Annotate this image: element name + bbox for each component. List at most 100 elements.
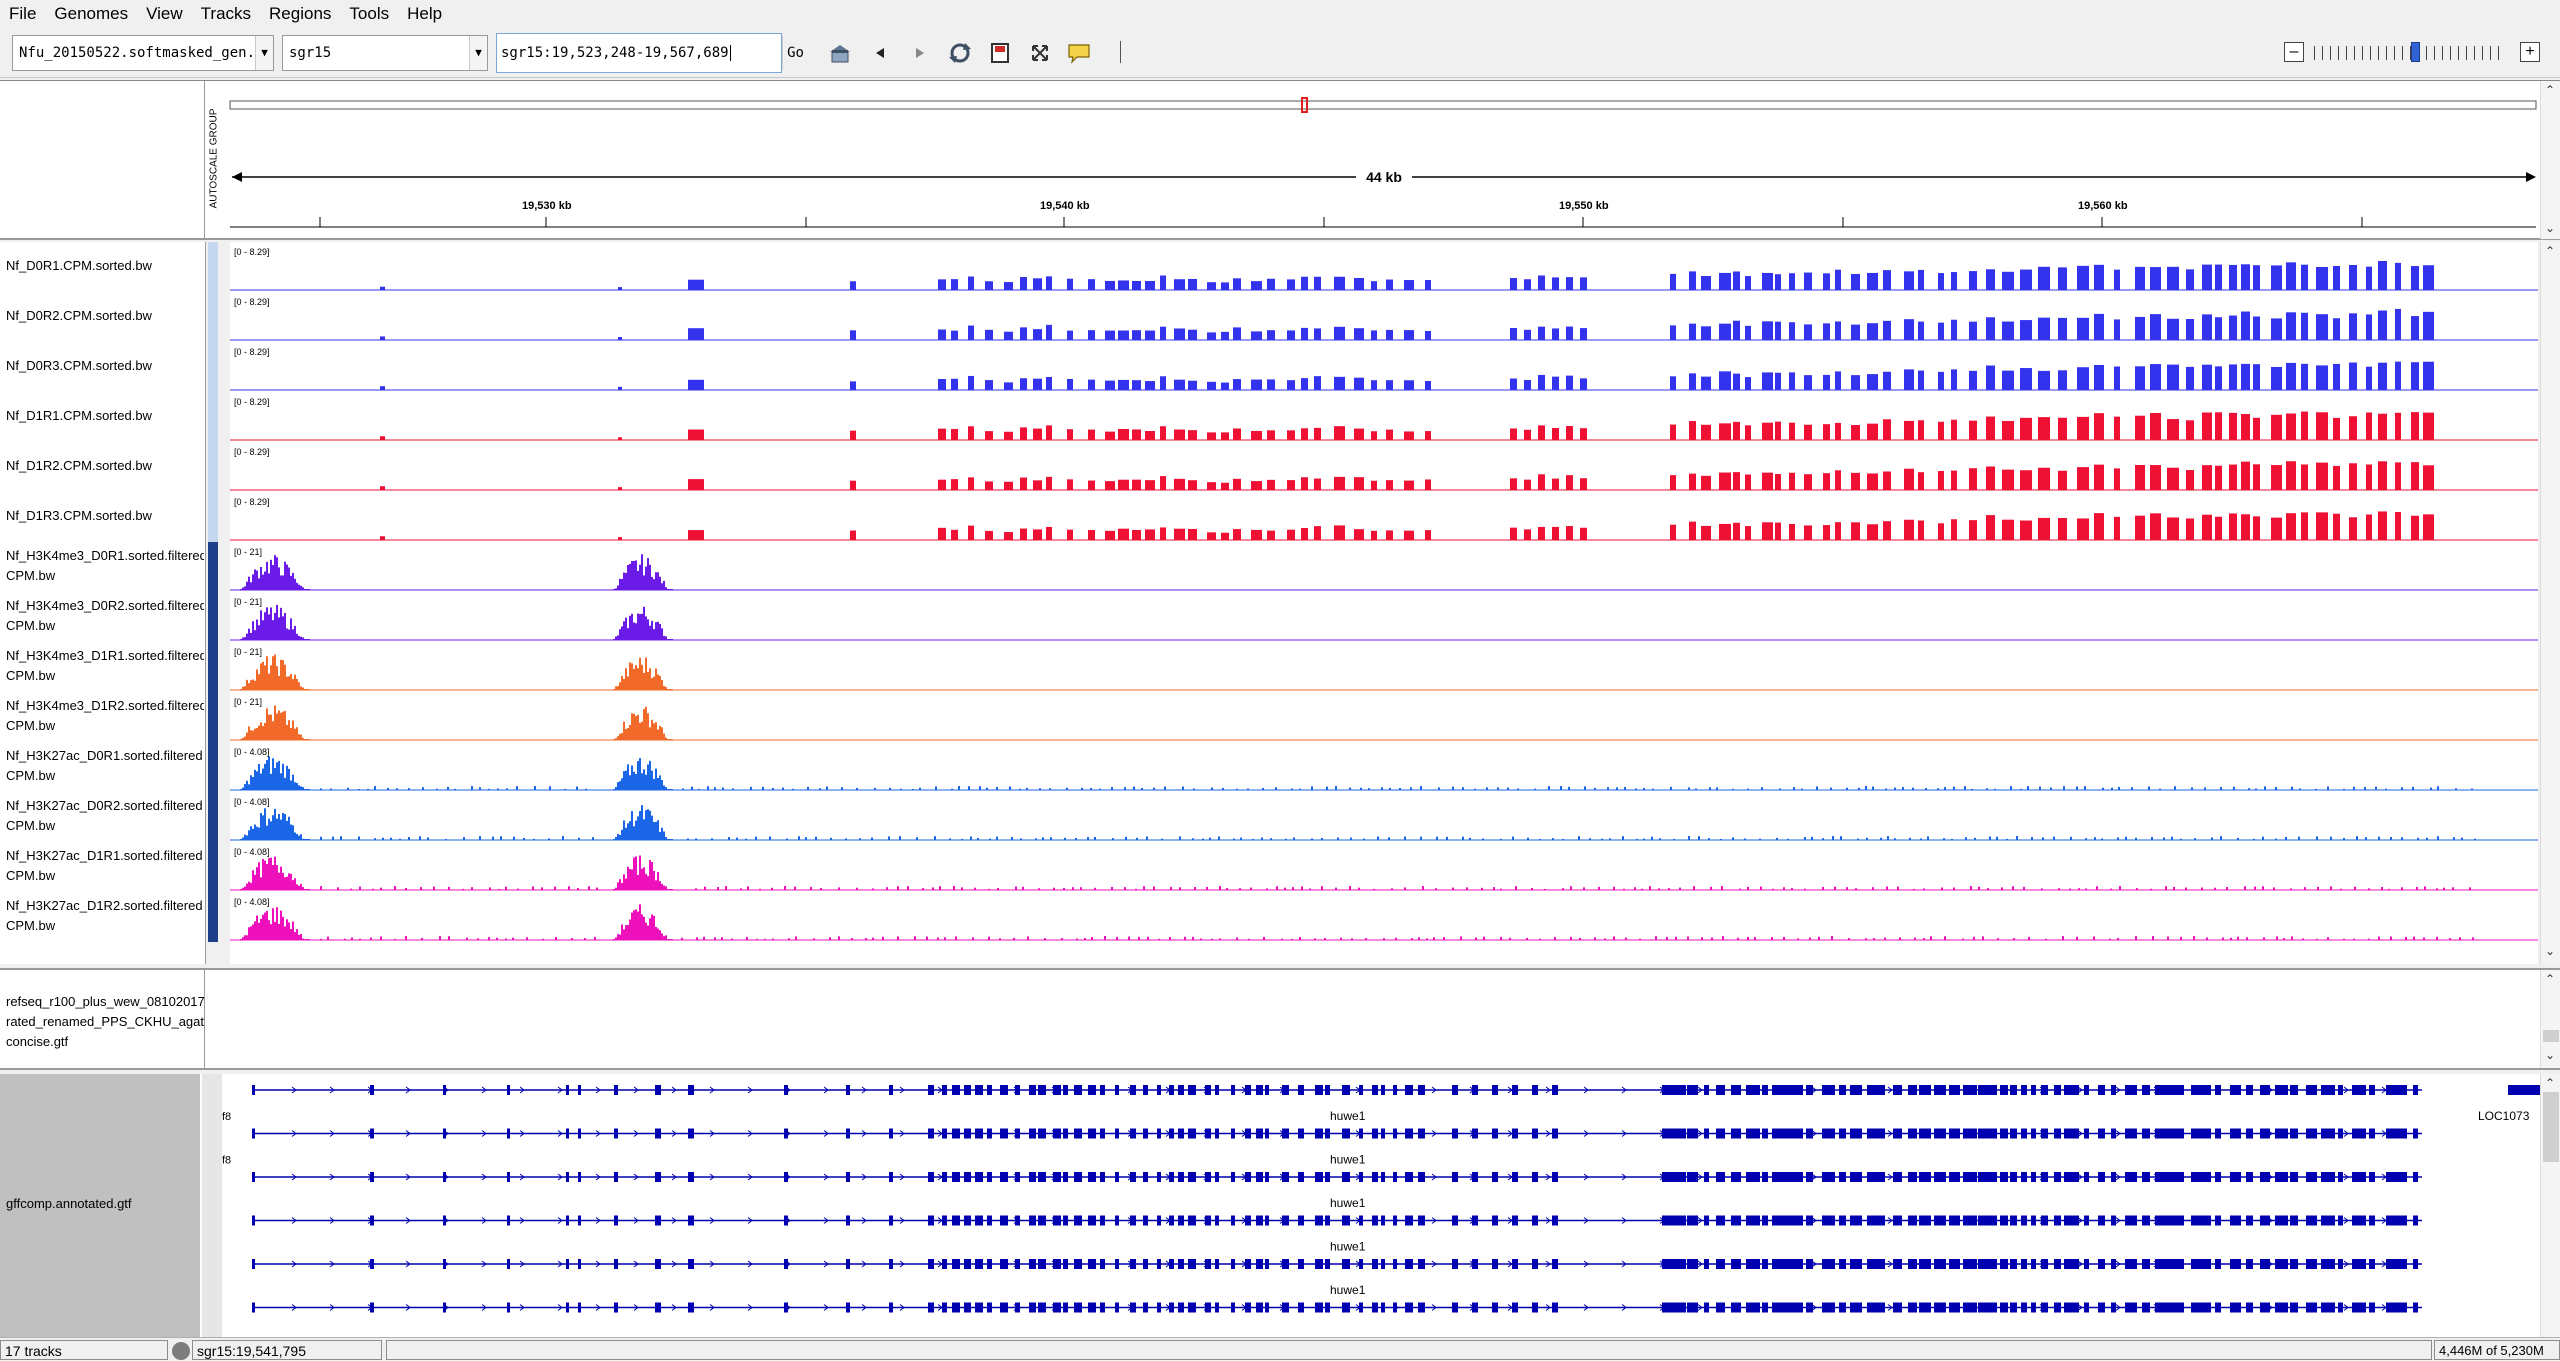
gene-track-name[interactable]: gffcomp.annotated.gtf xyxy=(6,1196,132,1211)
menu-tools[interactable]: Tools xyxy=(349,4,390,23)
track-attribute-cell[interactable] xyxy=(208,642,218,692)
track-name[interactable]: Nf_D1R1.CPM.sorted.bw xyxy=(6,408,152,423)
refresh-icon[interactable] xyxy=(947,40,973,66)
ruler-scrollbar[interactable]: ⌃ ⌄ xyxy=(2540,81,2560,239)
signal-track[interactable] xyxy=(230,260,2538,291)
gene-panel[interactable]: gffcomp.annotated.gtf huwe1 f8 huwe1 f8 huwe… xyxy=(0,1074,2560,1337)
signal-track[interactable] xyxy=(230,604,2538,641)
forward-arrow-icon[interactable] xyxy=(907,40,933,66)
track-attribute-cell[interactable] xyxy=(208,342,218,392)
gene-model[interactable]: huwe1 xyxy=(252,1172,2422,1210)
signal-bar xyxy=(2058,517,2067,540)
track-name[interactable]: Nf_H3K4me3_D0R2.sorted.filtered CPM.bw xyxy=(6,598,204,633)
menu-view[interactable]: View xyxy=(146,4,183,23)
signal-track[interactable] xyxy=(230,411,2538,441)
menu-genomes[interactable]: Genomes xyxy=(54,4,129,23)
gene-model[interactable]: huwe1 xyxy=(252,1259,2422,1297)
data-panel-scrollbar[interactable]: ⌃ ⌄ xyxy=(2540,242,2560,964)
feature-track-name[interactable]: refseq_r100_plus_wew_08102017 rated_rena… xyxy=(6,994,204,1049)
track-attribute-cell[interactable] xyxy=(208,392,218,442)
feature-panel[interactable]: refseq_r100_plus_wew_08102017 rated_rena… xyxy=(0,968,2560,1070)
track-attribute-cell[interactable] xyxy=(208,892,218,942)
zoom-widget[interactable]: – + xyxy=(2284,42,2544,64)
track-name[interactable]: Nf_D0R2.CPM.sorted.bw xyxy=(6,308,152,323)
signal-bar xyxy=(1927,836,1929,840)
genome-dropdown[interactable]: Nfu_20150522.softmasked_gen.. ▼ xyxy=(12,35,274,71)
menu-help[interactable]: Help xyxy=(407,4,443,23)
feature-scrollbar[interactable]: ⌃ ⌄ xyxy=(2540,970,2560,1068)
gene-model[interactable] xyxy=(252,1302,2422,1313)
chromosome-dropdown[interactable]: sgr15 ▼ xyxy=(282,35,488,71)
track-attribute-cell[interactable] xyxy=(208,242,218,292)
signal-bar xyxy=(1314,376,1321,390)
scroll-up-icon[interactable]: ⌃ xyxy=(2545,83,2556,97)
menu-tracks[interactable]: Tracks xyxy=(200,4,252,23)
gene-exon xyxy=(1265,1172,1269,1182)
zoom-out-button[interactable]: – xyxy=(2284,42,2304,62)
scroll-thumb[interactable] xyxy=(2543,1092,2559,1162)
go-button[interactable]: Go xyxy=(782,36,808,70)
track-attribute-cell[interactable] xyxy=(208,542,218,592)
chromosome-ideogram[interactable] xyxy=(229,100,2537,110)
zoom-slider-knob[interactable] xyxy=(2411,42,2420,62)
track-name[interactable]: Nf_D0R3.CPM.sorted.bw xyxy=(6,358,152,373)
signal-track[interactable] xyxy=(230,805,2538,841)
signal-track[interactable] xyxy=(230,461,2538,491)
track-name[interactable]: Nf_H3K4me3_D1R1.sorted.filtered CPM.bw xyxy=(6,648,204,683)
signal-bar xyxy=(651,576,653,590)
menu-regions[interactable]: Regions xyxy=(269,4,332,23)
signal-track[interactable] xyxy=(230,705,2538,741)
track-attribute-cell[interactable] xyxy=(208,792,218,842)
scroll-down-icon[interactable]: ⌄ xyxy=(2545,944,2556,958)
signal-track[interactable] xyxy=(230,855,2538,891)
zoom-in-button[interactable]: + xyxy=(2520,42,2540,62)
signal-track[interactable] xyxy=(230,654,2538,691)
track-attribute-cell[interactable] xyxy=(208,742,218,792)
scroll-up-icon[interactable]: ⌃ xyxy=(2545,1076,2556,1090)
track-name[interactable]: Nf_D1R3.CPM.sorted.bw xyxy=(6,508,152,523)
scroll-thumb[interactable] xyxy=(2543,1030,2559,1042)
track-name[interactable]: Nf_H3K27ac_D0R1.sorted.filtered CPM.bw xyxy=(6,748,203,783)
back-arrow-icon[interactable] xyxy=(867,40,893,66)
track-name[interactable]: Nf_H3K4me3_D0R1.sorted.filtered CPM.bw xyxy=(6,548,204,583)
signal-track[interactable] xyxy=(230,554,2538,591)
locus-search-input[interactable]: sgr15:19,523,248-19,567,689 xyxy=(496,33,782,73)
home-icon[interactable] xyxy=(827,40,853,66)
scroll-up-icon[interactable]: ⌃ xyxy=(2545,972,2556,986)
scroll-down-icon[interactable]: ⌄ xyxy=(2545,1048,2556,1062)
track-name[interactable]: Nf_H3K4me3_D1R2.sorted.filtered CPM.bw xyxy=(6,698,204,733)
scroll-up-icon[interactable]: ⌃ xyxy=(2545,244,2556,258)
signal-track[interactable] xyxy=(230,308,2538,341)
strand-arrow xyxy=(823,1217,829,1224)
track-name[interactable]: Nf_D0R1.CPM.sorted.bw xyxy=(6,258,152,273)
signal-track[interactable] xyxy=(230,361,2538,391)
track-name[interactable]: Nf_D1R2.CPM.sorted.bw xyxy=(6,458,152,473)
menu-file[interactable]: File xyxy=(9,4,37,23)
signal-track[interactable] xyxy=(230,904,2538,941)
ruler[interactable]: 44 kb 19,530 kb 19,540 kb 19,550 kb 19,560 … xyxy=(226,81,2542,239)
signal-bar xyxy=(2401,787,2403,790)
track-attribute-cell[interactable] xyxy=(208,592,218,642)
signal-bar xyxy=(296,782,298,790)
track-name[interactable]: Nf_H3K27ac_D1R2.sorted.filtered CPM.bw xyxy=(6,898,203,933)
track-attribute-cell[interactable] xyxy=(208,442,218,492)
track-attribute-cell[interactable] xyxy=(208,692,218,742)
track-name[interactable]: Nf_H3K27ac_D0R2.sorted.filtered CPM.bw xyxy=(6,798,203,833)
gene-scrollbar[interactable]: ⌃ xyxy=(2540,1074,2560,1337)
track-attribute-cell[interactable] xyxy=(208,842,218,892)
signal-track[interactable] xyxy=(230,756,2538,791)
region-navigator-icon[interactable] xyxy=(987,40,1013,66)
signal-bar xyxy=(627,727,629,740)
popup-info-icon[interactable] xyxy=(1067,40,1093,66)
gene-model[interactable]: huwe1 xyxy=(252,1215,2422,1254)
track-name[interactable]: Nf_H3K27ac_D1R1.sorted.filtered CPM.bw xyxy=(6,848,203,883)
data-panel[interactable] xyxy=(230,242,2538,964)
signal-bar xyxy=(250,730,252,740)
resize-to-window-icon[interactable] xyxy=(1027,40,1053,66)
signal-track[interactable] xyxy=(230,511,2538,541)
scroll-down-icon[interactable]: ⌄ xyxy=(2545,221,2556,235)
track-attribute-cell[interactable] xyxy=(208,292,218,342)
track-attribute-cell[interactable] xyxy=(208,492,218,542)
